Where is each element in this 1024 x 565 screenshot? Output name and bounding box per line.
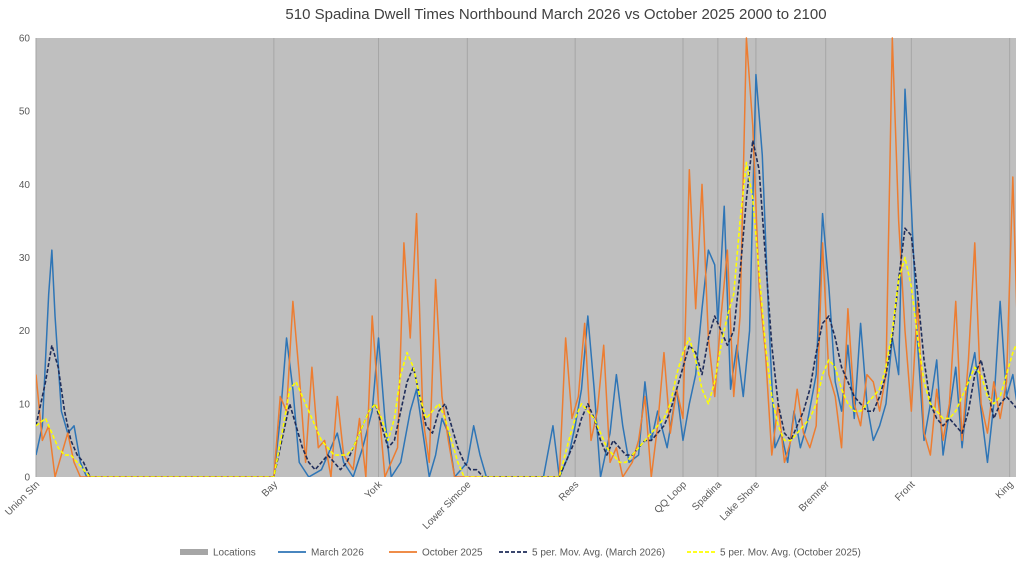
y-tick-label: 0 bbox=[24, 473, 30, 484]
legend-label: 5 per. Mov. Avg. (March 2026) bbox=[532, 548, 665, 559]
x-tick-label: Bremner bbox=[797, 479, 832, 514]
y-tick-label: 10 bbox=[19, 399, 31, 410]
x-tick-label: Front bbox=[893, 479, 917, 503]
y-tick-label: 30 bbox=[19, 253, 31, 264]
x-tick-label: Bay bbox=[260, 479, 280, 499]
y-tick-label: 20 bbox=[19, 326, 31, 337]
series-lines bbox=[36, 37, 1016, 477]
x-tick-label: King bbox=[994, 479, 1016, 501]
x-tick-label: Spadina bbox=[690, 479, 724, 513]
legend-label: 5 per. Mov. Avg. (October 2025) bbox=[720, 548, 861, 559]
x-tick-label: York bbox=[363, 479, 385, 501]
series-mov-avg-march-2026 bbox=[36, 139, 1016, 477]
legend-swatch-locations bbox=[180, 549, 208, 555]
y-axis: 0 10 20 30 40 50 60 bbox=[19, 34, 31, 484]
x-tick-label: Union Stn bbox=[3, 479, 42, 518]
series-mov-avg-october-2025 bbox=[36, 161, 1016, 477]
x-tick-label: Lower Simcoe bbox=[421, 479, 474, 532]
legend: Locations March 2026 October 2025 5 per. Mo… bbox=[180, 548, 861, 559]
legend-label: October 2025 bbox=[422, 548, 483, 559]
y-tick-label: 40 bbox=[19, 180, 31, 191]
legend-label: Locations bbox=[213, 548, 256, 559]
x-tick-label: QQ Loop bbox=[653, 479, 690, 516]
x-tick-label: Rees bbox=[557, 479, 581, 503]
x-axis-labels: Union Stn Bay York Lower Simcoe Rees QQ Loop S… bbox=[3, 479, 1016, 532]
legend-label: March 2026 bbox=[311, 548, 364, 559]
chart-title: 510 Spadina Dwell Times Northbound March… bbox=[285, 6, 826, 23]
x-tick-label: Lake Shore bbox=[718, 479, 762, 523]
y-tick-label: 60 bbox=[19, 34, 31, 45]
y-tick-label: 50 bbox=[19, 107, 31, 118]
